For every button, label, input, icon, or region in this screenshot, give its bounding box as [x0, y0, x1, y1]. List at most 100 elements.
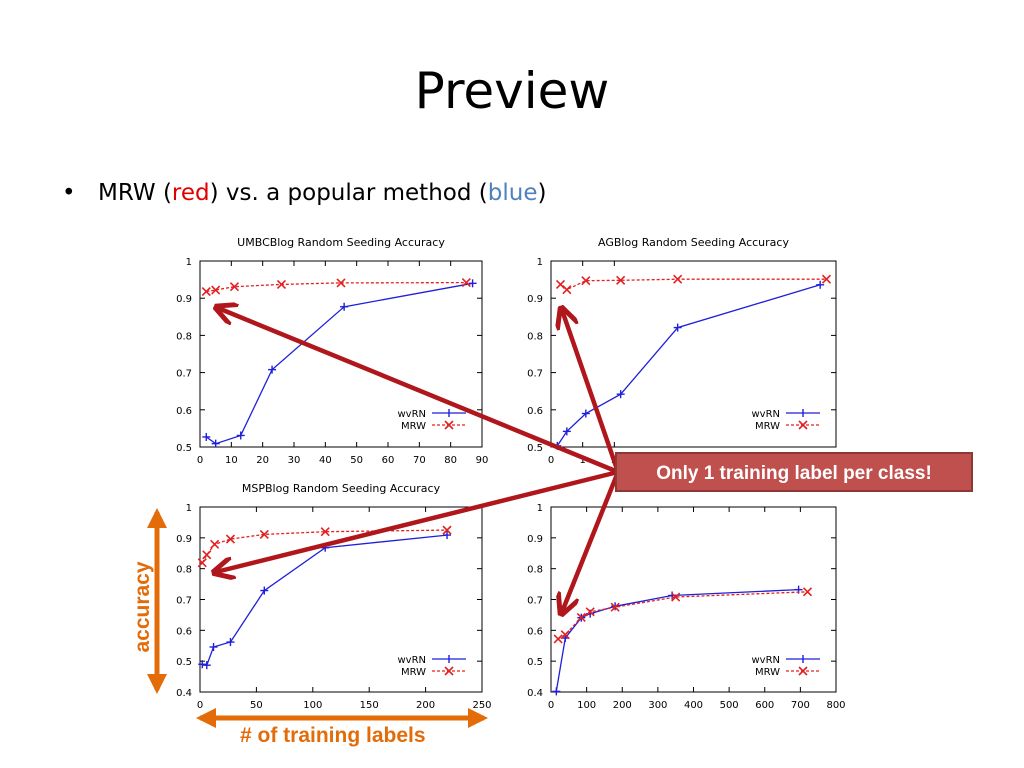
data-point-mrw [585, 607, 595, 617]
data-point-wvrn [581, 409, 590, 418]
x-tick-label: 0 [197, 455, 203, 466]
data-point-mrw [259, 529, 269, 540]
marker-stroke [202, 550, 212, 560]
red-arrows [216, 308, 621, 612]
y-tick-label: 0.8 [176, 331, 192, 342]
bullet-red-word: red [171, 180, 210, 206]
y-tick-label: 0.6 [176, 406, 192, 417]
data-point-mrw [201, 286, 211, 297]
marker-stroke [555, 279, 566, 290]
marker-stroke [821, 274, 832, 284]
marker-stroke [276, 279, 287, 290]
data-point-wvrn [211, 439, 220, 448]
y-tick-label: 1 [537, 257, 543, 268]
y-tick-label: 0.4 [176, 688, 192, 699]
series-line-wvrn [556, 284, 821, 447]
chart-2: AGBlog Random Seeding Accuracy 0.5 0.6 0.7 0… [527, 236, 837, 466]
x-tick-label: 400 [684, 700, 703, 711]
marker-stroke [320, 527, 330, 537]
x-tick-label: 0 [548, 700, 554, 711]
data-point-wvrn [236, 431, 245, 440]
data-point-mrw [553, 634, 563, 644]
y-tick-label: 0.4 [527, 688, 543, 699]
marker-stroke [225, 534, 236, 544]
data-point-wvrn [443, 531, 452, 540]
y-tick-label: 0.6 [527, 406, 543, 417]
y-tick-label: 0.5 [176, 443, 192, 454]
marker-stroke [673, 274, 683, 284]
chart-1: UMBCBlog Random Seeding Accuracy 0.5 0.6 0.… [176, 236, 488, 466]
data-point-mrw [320, 527, 330, 537]
data-point-wvrn [673, 323, 682, 332]
data-point-wvrn [202, 661, 211, 670]
marker-stroke [560, 630, 570, 640]
plot-frame [199, 260, 483, 448]
bullet-dot: • [62, 180, 76, 206]
y-tick-label: 1 [186, 257, 192, 268]
data-point-mrw [673, 274, 683, 284]
x-tick-label: 0 [548, 455, 554, 466]
y-tick-label: 0.5 [527, 657, 543, 668]
y-tick-label: 0.7 [527, 369, 543, 380]
y-tick-label: 0.9 [527, 294, 543, 305]
legend-label: MRW [755, 421, 780, 432]
marker-stroke [616, 275, 626, 285]
x-tick-label: 60 [382, 455, 395, 466]
data-point-mrw [461, 278, 471, 288]
bullet-blue-word: blue [487, 180, 538, 206]
y-tick-label: 0.5 [527, 443, 543, 454]
data-point-mrw [610, 602, 620, 612]
y-tick-label: 0.9 [527, 534, 543, 545]
x-tick-label: 0 [197, 700, 203, 711]
arrow-to-citeseer [562, 471, 621, 612]
x-tick-label: 600 [755, 700, 774, 711]
slide-title: Preview [414, 62, 610, 120]
x-tick-label: 90 [476, 455, 489, 466]
bullet-text-middle: ) vs. a popular method ( [209, 180, 488, 206]
data-point-mrw [336, 278, 346, 288]
legend-label: MRW [401, 667, 426, 678]
bullet-point: • MRW (red) vs. a popular method (blue) [62, 180, 546, 206]
marker-stroke [553, 634, 563, 644]
marker-stroke [562, 285, 572, 295]
y-tick-label: 0.6 [176, 626, 192, 637]
chart-title: UMBCBlog Random Seeding Accuracy [237, 236, 445, 249]
x-tick-label: 150 [360, 700, 379, 711]
data-point-mrw [671, 592, 681, 602]
x-tick-label: 20 [256, 455, 269, 466]
data-point-wvrn [226, 638, 235, 647]
x-tick-label: 100 [577, 700, 596, 711]
x-tick-label: 300 [648, 700, 667, 711]
callout-box: Only 1 training label per class! [615, 452, 973, 492]
x-tick-label: 200 [613, 700, 632, 711]
chart-3: MSPBlog Random Seeding Accuracy 0.4 0.5 0.6… [176, 482, 491, 711]
x-tick-label: 500 [720, 700, 739, 711]
marker-stroke [671, 592, 681, 602]
y-tick-label: 0.8 [176, 565, 192, 576]
y-tick-label: 0.7 [176, 596, 192, 607]
data-point-mrw [276, 279, 287, 290]
chart-title: MSPBlog Random Seeding Accuracy [242, 482, 441, 495]
series-line-mrw [206, 281, 467, 293]
legend-marker [444, 666, 454, 676]
y-tick-label: 0.7 [527, 596, 543, 607]
legend-marker [444, 420, 454, 430]
arrow-to-agblog [562, 310, 621, 473]
y-tick-label: 0.7 [176, 369, 192, 380]
data-point-mrw [821, 274, 832, 284]
y-tick-label: 0.6 [527, 626, 543, 637]
marker-stroke [442, 525, 452, 535]
marker-stroke [229, 282, 240, 292]
marker-stroke [610, 602, 620, 612]
data-point-mrw [560, 630, 570, 640]
data-point-wvrn [552, 687, 561, 696]
data-point-mrw [210, 539, 220, 549]
data-point-mrw [616, 275, 626, 285]
x-tick-label: 50 [250, 700, 263, 711]
x-tick-label: 250 [472, 700, 491, 711]
legend-label: wvRN [397, 409, 426, 420]
marker-stroke [197, 558, 207, 568]
